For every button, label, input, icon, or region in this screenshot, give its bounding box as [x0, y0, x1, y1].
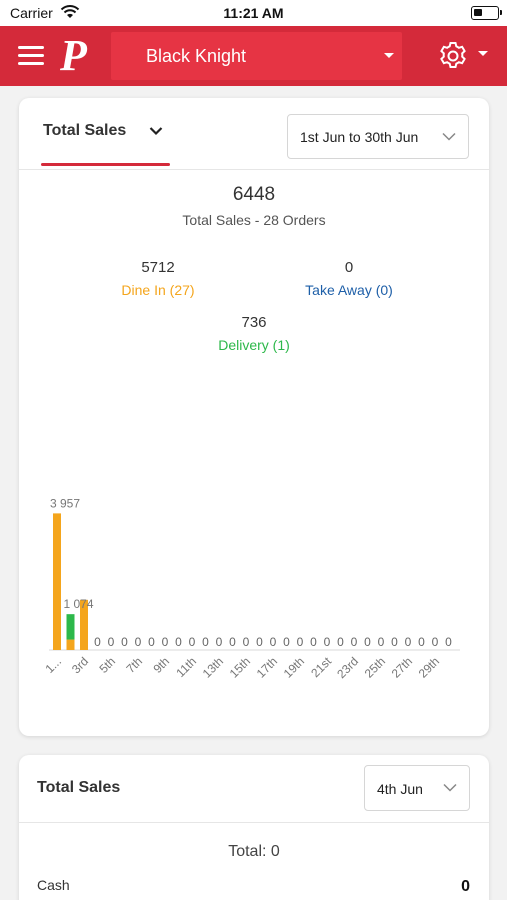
zero-label: 0 — [121, 635, 128, 649]
chevron-down-icon — [443, 783, 457, 792]
x-tick-label: 19th — [281, 654, 307, 680]
chevron-down-icon[interactable] — [149, 126, 163, 136]
hamburger-menu-icon[interactable] — [18, 46, 44, 66]
take-away-metric: 0 Take Away (0) — [269, 259, 429, 298]
cash-label: Cash — [37, 877, 70, 893]
carrier-label: Carrier — [10, 5, 53, 21]
date-range-dropdown[interactable]: 1st Jun to 30th Jun — [287, 114, 469, 159]
date-range-label: 1st Jun to 30th Jun — [300, 129, 419, 145]
active-tab-indicator — [41, 163, 170, 166]
logo-letter: P — [59, 32, 88, 78]
dine-in-label: Dine In (27) — [121, 282, 195, 298]
app-logo: P — [59, 32, 88, 78]
zero-label: 0 — [270, 635, 277, 649]
zero-label: 0 — [202, 635, 209, 649]
take-away-value: 0 — [344, 259, 354, 276]
caret-down-icon — [384, 53, 394, 58]
delivery-label: Delivery (1) — [218, 337, 290, 353]
clock: 11:21 AM — [223, 5, 284, 21]
zero-label: 0 — [189, 635, 196, 649]
zero-label: 0 — [432, 635, 439, 649]
daily-total: Total: 0 — [228, 843, 280, 860]
zero-label: 0 — [283, 635, 290, 649]
zero-label: 0 — [148, 635, 155, 649]
divider — [19, 169, 489, 170]
zero-label: 0 — [445, 635, 452, 649]
zero-label: 0 — [256, 635, 263, 649]
sales-summary-card: Total Sales 1st Jun to 30th Jun 6448 Tot… — [19, 98, 489, 736]
dine-in-value: 5712 — [141, 259, 175, 276]
divider — [19, 822, 489, 823]
wifi-icon — [60, 5, 80, 18]
bar-dine-in-2nd — [66, 639, 75, 650]
settings-caret-icon[interactable] — [478, 51, 488, 56]
x-tick-label: 23rd — [334, 654, 361, 681]
bar-dine-in-1... — [53, 513, 61, 650]
zero-label: 0 — [351, 635, 358, 649]
x-tick-label: 15th — [227, 654, 253, 680]
x-tick-label: 9th — [150, 654, 172, 676]
zero-label: 0 — [229, 635, 236, 649]
bar-dine-in-3rd — [80, 599, 88, 650]
x-tick-label: 1... — [42, 654, 64, 676]
status-bar: Carrier 11:21 AM — [0, 0, 507, 26]
x-tick-label: 11th — [173, 654, 199, 680]
cash-value: 0 — [461, 878, 470, 895]
x-tick-label: 25th — [362, 654, 388, 680]
delivery-value: 736 — [241, 314, 267, 331]
gear-icon[interactable] — [437, 40, 469, 72]
chevron-down-icon — [442, 132, 456, 141]
zero-label: 0 — [162, 635, 169, 649]
zero-label: 0 — [243, 635, 250, 649]
x-tick-label: 21st — [308, 654, 334, 680]
x-tick-label: 7th — [123, 654, 145, 676]
app-header: P Black Knight — [0, 26, 507, 86]
data-label: 1 074 — [64, 597, 94, 611]
zero-label: 0 — [94, 635, 101, 649]
take-away-label: Take Away (0) — [305, 282, 393, 298]
zero-label: 0 — [364, 635, 371, 649]
x-tick-label: 29th — [416, 654, 442, 680]
zero-label: 0 — [297, 635, 304, 649]
date-label: 4th Jun — [377, 781, 423, 797]
zero-label: 0 — [175, 635, 182, 649]
x-tick-label: 27th — [389, 654, 415, 680]
total-sales-subtitle: Total Sales - 28 Orders — [182, 212, 326, 228]
zero-label: 0 — [405, 635, 412, 649]
x-tick-label: 5th — [96, 654, 118, 676]
zero-label: 0 — [337, 635, 344, 649]
restaurant-name: Black Knight — [146, 46, 247, 66]
battery-icon — [471, 6, 502, 20]
zero-label: 0 — [135, 635, 142, 649]
data-label: 3 957 — [50, 496, 80, 510]
zero-label: 0 — [391, 635, 398, 649]
delivery-metric: 736 Delivery (1) — [174, 314, 334, 353]
bar-delivery-2nd — [66, 614, 75, 640]
zero-label: 0 — [216, 635, 223, 649]
zero-label: 0 — [108, 635, 115, 649]
tab-total-sales[interactable]: Total Sales — [43, 122, 127, 139]
zero-label: 0 — [310, 635, 317, 649]
x-tick-label: 3rd — [69, 654, 91, 676]
dine-in-metric: 5712 Dine In (27) — [78, 259, 238, 298]
zero-label: 0 — [378, 635, 385, 649]
zero-label: 0 — [418, 635, 425, 649]
total-sales-value: 6448 — [232, 184, 276, 205]
x-tick-label: 17th — [254, 654, 280, 680]
x-tick-label: 13th — [200, 654, 226, 680]
daily-sales-title: Total Sales — [37, 779, 121, 796]
date-dropdown[interactable]: 4th Jun — [364, 765, 470, 811]
restaurant-selector[interactable]: Black Knight — [111, 32, 402, 80]
zero-label: 0 — [324, 635, 331, 649]
daily-sales-card: Total Sales 4th Jun Total: 0 Cash 0 — [19, 755, 489, 900]
